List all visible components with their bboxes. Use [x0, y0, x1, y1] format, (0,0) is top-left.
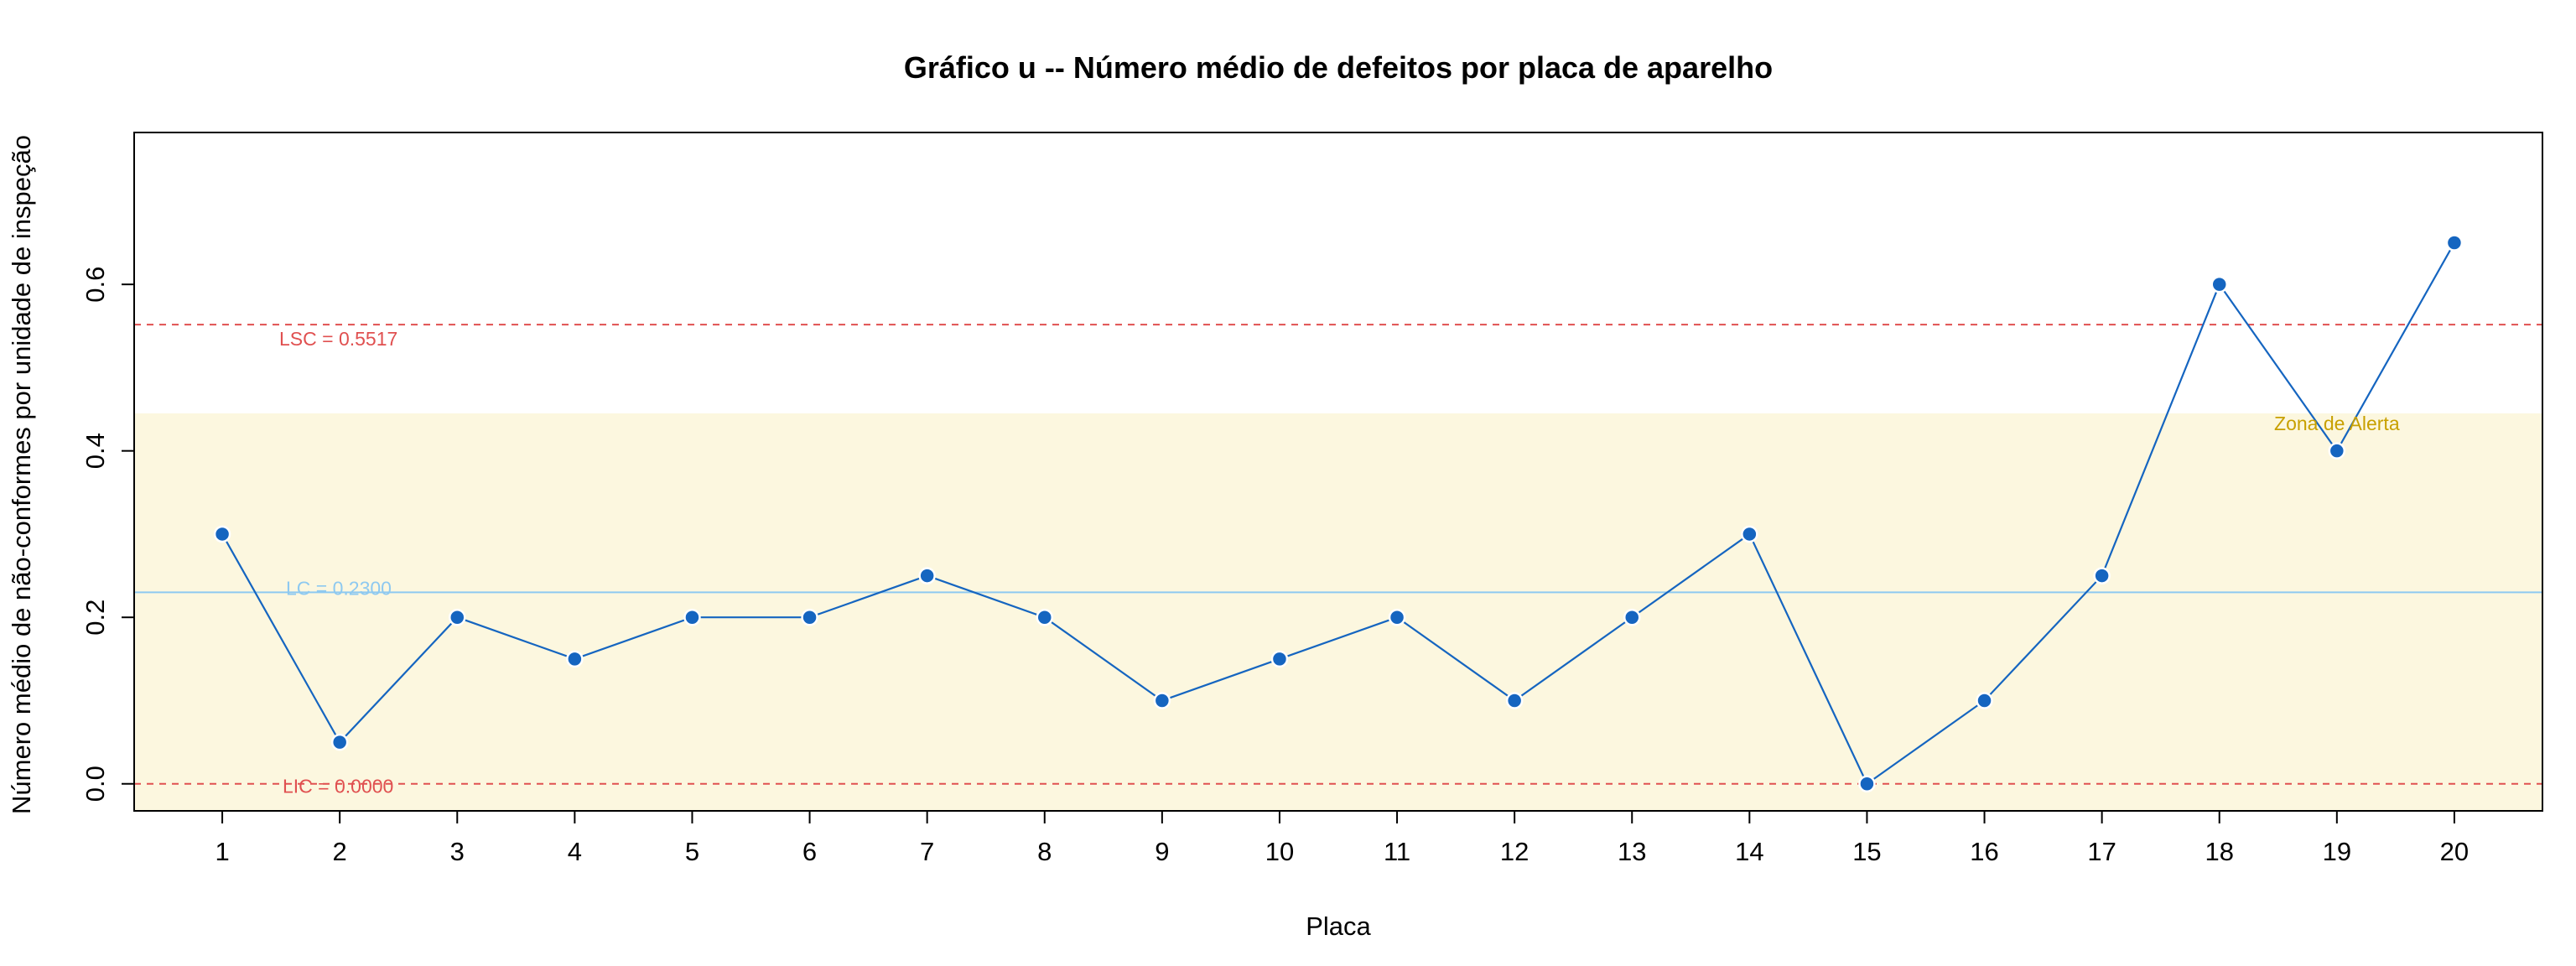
data-point	[1858, 775, 1876, 792]
plot-frame	[133, 132, 2543, 812]
alert-zone-band	[134, 413, 2542, 811]
x-tick-label: 6	[802, 837, 817, 866]
x-tick-label: 2	[333, 837, 347, 866]
reference-line-label-1: LC = 0.2300	[286, 577, 392, 599]
data-point	[1976, 692, 1993, 709]
y-tick-label: 0.6	[80, 267, 110, 303]
x-tick-label: 14	[1735, 837, 1763, 866]
series-line-0	[221, 242, 2455, 786]
data-point	[1741, 525, 1758, 543]
data-point	[2093, 567, 2111, 584]
data-point	[1505, 692, 1524, 709]
x-tick-label: 8	[1037, 837, 1052, 866]
x-tick-label: 10	[1265, 837, 1294, 866]
reference-line-label-0: LSC = 0.5517	[279, 328, 397, 350]
data-point	[2210, 275, 2228, 293]
data-point	[213, 525, 231, 543]
data-point	[1153, 692, 1171, 709]
x-tick-label: 5	[685, 837, 699, 866]
x-tick-label: 17	[2087, 837, 2116, 866]
data-point	[2445, 234, 2464, 252]
x-tick-label: 13	[1618, 837, 1646, 866]
chart-title: Gráfico u -- Número médio de defeitos po…	[904, 50, 1773, 85]
x-tick-label: 7	[920, 837, 934, 866]
data-point	[801, 608, 818, 626]
x-tick-label: 15	[1852, 837, 1881, 866]
x-tick-label: 20	[2440, 837, 2469, 866]
y-tick-label: 0.2	[80, 600, 110, 636]
y-axis-label: Número médio de não-conformes por unidad…	[7, 135, 36, 814]
x-tick-label: 16	[1970, 837, 1998, 866]
alert-zone-layer	[134, 413, 2542, 811]
data-point	[1270, 650, 1289, 668]
data-point	[566, 650, 584, 668]
x-tick-label: 3	[450, 837, 465, 866]
data-point	[1623, 608, 1641, 626]
x-tick-label: 4	[568, 837, 582, 866]
x-tick-label: 9	[1155, 837, 1169, 866]
data-point	[1036, 608, 1054, 626]
x-tick-label: 19	[2323, 837, 2351, 866]
data-point	[683, 608, 701, 626]
x-tick-label: 18	[2205, 837, 2233, 866]
x-tick-label: 11	[1384, 837, 1410, 866]
x-tick-label: 1	[215, 837, 229, 866]
data-point	[2328, 442, 2346, 460]
data-point	[449, 608, 466, 626]
data-point	[918, 567, 936, 584]
reference-lines-layer: LSC = 0.5517 LC = 0.2300 LIC = 0.0000	[134, 324, 2542, 797]
x-tick-label: 12	[1500, 837, 1529, 866]
y-tick-label: 0.0	[80, 766, 110, 802]
data-point	[330, 733, 349, 751]
reference-line-label-2: LIC = 0.0000	[283, 776, 393, 797]
axes-layer: 1 2 3 4 5 6 7 8 9 10 11 12 13 14 15 16 17 18 19 200.00.20.4…	[80, 267, 2469, 866]
series-layer: Zona de Alerta	[213, 234, 2464, 792]
alert-zone-label: Zona de Alerta	[2274, 413, 2400, 434]
y-tick-label: 0.4	[80, 433, 110, 469]
data-point	[1388, 608, 1406, 626]
x-axis-label: Placa	[1306, 911, 1371, 941]
